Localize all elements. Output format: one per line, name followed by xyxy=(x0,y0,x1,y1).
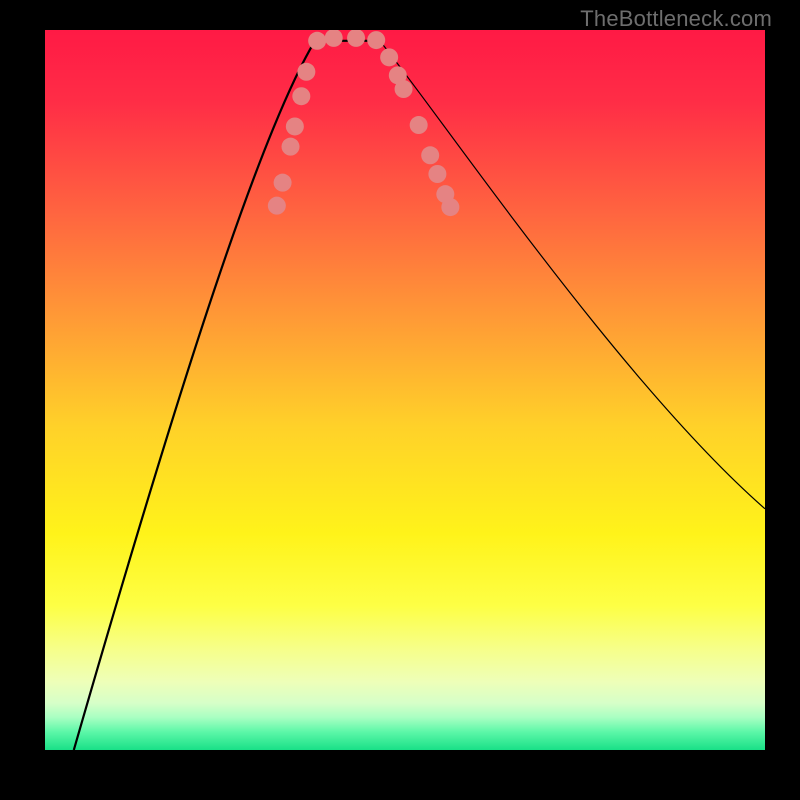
marker-point xyxy=(268,197,286,215)
marker-point xyxy=(292,87,310,105)
marker-point xyxy=(274,174,292,192)
chart-svg xyxy=(45,30,765,750)
marker-point xyxy=(308,32,326,50)
marker-point xyxy=(380,48,398,66)
marker-point xyxy=(421,146,439,164)
marker-point xyxy=(325,30,343,47)
marker-point xyxy=(410,116,428,134)
watermark-text: TheBottleneck.com xyxy=(580,6,772,32)
curve-markers xyxy=(268,30,460,216)
curve-right-branch xyxy=(380,41,765,509)
chart-container: TheBottleneck.com xyxy=(0,0,800,800)
marker-point xyxy=(286,117,304,135)
marker-point xyxy=(441,198,459,216)
plot-area xyxy=(45,30,765,750)
marker-point xyxy=(297,63,315,81)
curve-left-branch xyxy=(74,41,315,750)
marker-point xyxy=(395,80,413,98)
marker-point xyxy=(428,165,446,183)
marker-point xyxy=(282,138,300,156)
marker-point xyxy=(367,31,385,49)
marker-point xyxy=(347,30,365,47)
